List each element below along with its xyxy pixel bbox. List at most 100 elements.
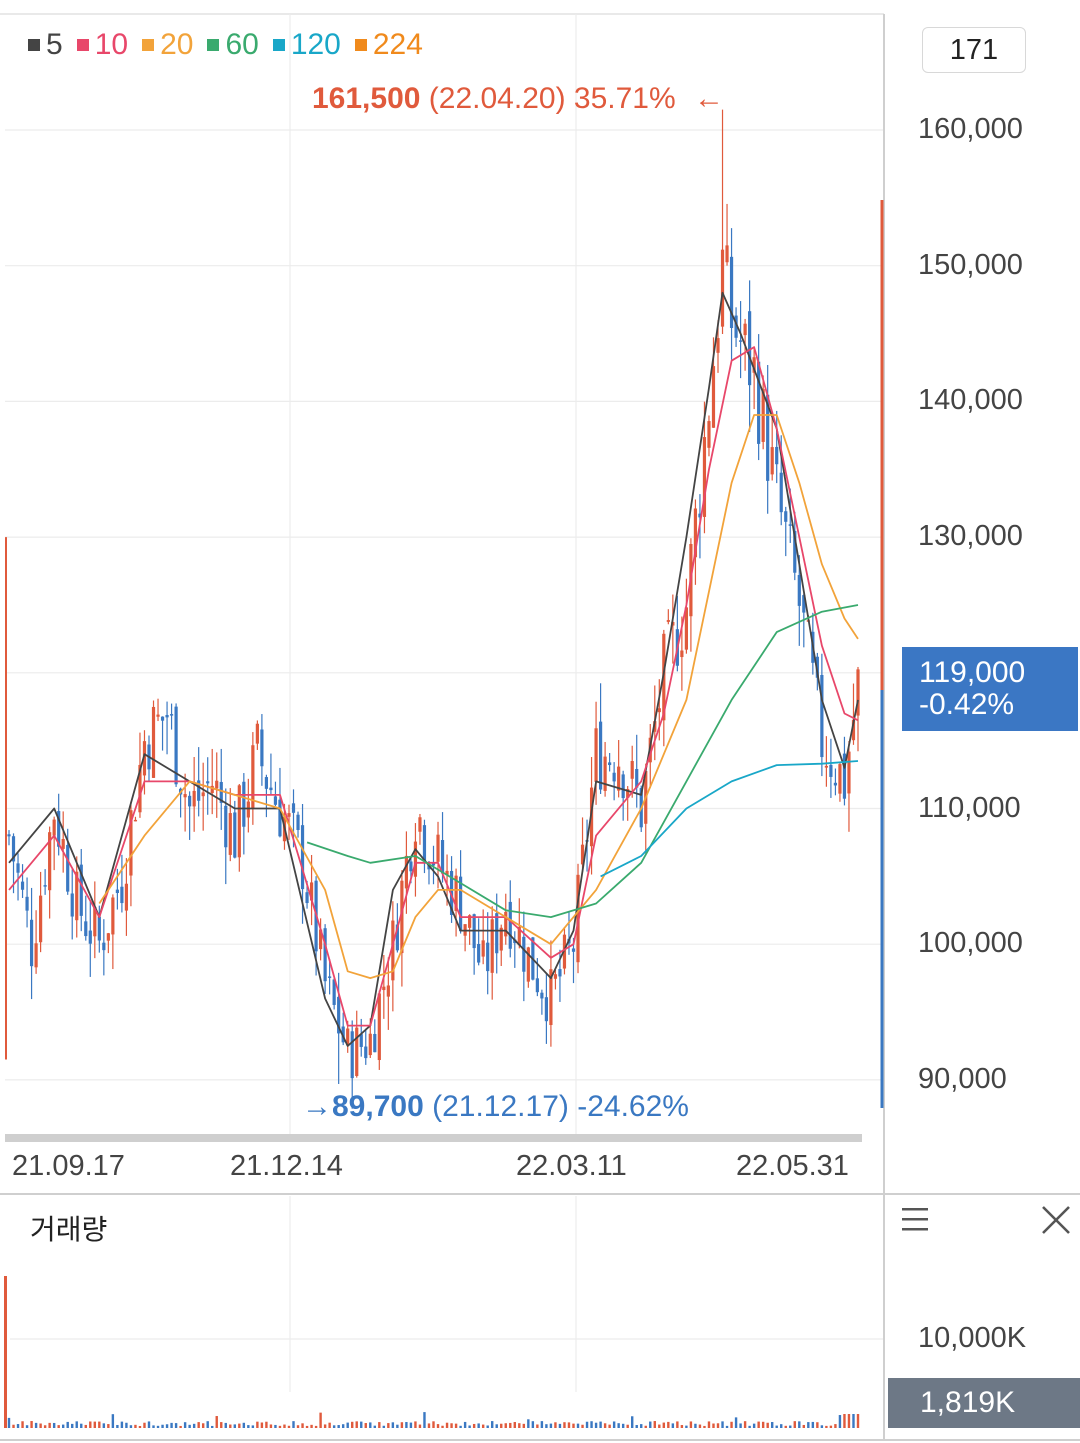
volume-bar xyxy=(712,1423,715,1428)
volume-bar xyxy=(662,1422,666,1428)
candle-body xyxy=(328,976,332,978)
volume-bar xyxy=(355,1421,358,1428)
candle-body xyxy=(748,311,752,386)
legend-swatch-icon xyxy=(142,39,155,51)
volume-bar xyxy=(116,1424,119,1428)
candle-body xyxy=(120,886,124,904)
volume-bar xyxy=(653,1421,656,1428)
candle-body xyxy=(495,913,499,954)
candle-body xyxy=(707,421,711,448)
volume-bar xyxy=(305,1425,309,1428)
volume-bar xyxy=(378,1422,381,1428)
current-price: 119,000 xyxy=(919,656,1026,689)
volume-bar xyxy=(351,1421,354,1428)
volume-bar xyxy=(183,1422,187,1428)
candle-body xyxy=(458,876,463,932)
candle-body xyxy=(553,974,558,979)
candle-body xyxy=(251,745,255,809)
y-tick-label: 150,000 xyxy=(918,248,1023,281)
volume-bar xyxy=(644,1425,647,1428)
volume-bar xyxy=(834,1424,837,1428)
legend-swatch-icon xyxy=(76,39,89,51)
candle-body xyxy=(273,796,278,805)
candle-body xyxy=(319,929,323,950)
candle-body xyxy=(666,620,670,622)
horizontal-scrollbar xyxy=(5,1134,862,1142)
volume-title: 거래량 xyxy=(30,1214,108,1245)
menu-icon[interactable] xyxy=(898,1204,934,1236)
volume-bar xyxy=(491,1421,494,1428)
candle-body xyxy=(468,915,472,928)
volume-bar xyxy=(192,1423,196,1428)
candle-body xyxy=(287,813,291,817)
current-change: -0.42% xyxy=(919,688,1015,721)
candle-body xyxy=(436,834,440,862)
candle-body xyxy=(693,508,698,558)
candle-body xyxy=(499,927,503,951)
volume-bar xyxy=(296,1425,300,1428)
candle-body xyxy=(291,803,296,813)
candle-body xyxy=(558,969,562,977)
volume-bar xyxy=(594,1422,598,1428)
volume-bar xyxy=(369,1422,372,1428)
candle-body xyxy=(61,839,65,849)
high-arrow-icon: ← xyxy=(694,82,724,115)
candle-body xyxy=(269,787,273,791)
moving-averages xyxy=(8,291,859,1047)
candle-body xyxy=(540,992,544,999)
candle-body xyxy=(784,511,788,522)
period-selector[interactable]: 171 xyxy=(922,27,1026,73)
volume-bar xyxy=(89,1421,92,1428)
volume-bar xyxy=(247,1425,250,1428)
candle-body xyxy=(382,986,386,991)
volume-bar xyxy=(66,1421,69,1428)
volume-bar xyxy=(337,1425,340,1428)
volume-bar xyxy=(414,1421,417,1428)
candle-body xyxy=(66,844,70,892)
candle-body xyxy=(598,721,603,790)
low-price: 89,700 xyxy=(332,1090,424,1123)
candle-body xyxy=(504,911,508,937)
close-icon[interactable] xyxy=(1038,1202,1074,1238)
candle-body xyxy=(766,394,770,481)
candle-body xyxy=(260,729,264,767)
x-tick-label: 21.12.14 xyxy=(230,1150,343,1182)
candle-body xyxy=(197,780,201,801)
volume-bar xyxy=(43,1425,47,1428)
volume-bar xyxy=(179,1425,182,1428)
y-tick-label: 160,000 xyxy=(918,113,1023,145)
volume-bar xyxy=(775,1425,778,1428)
volume-bar xyxy=(816,1422,819,1428)
candle-body xyxy=(684,607,688,650)
candle-body xyxy=(743,323,747,336)
volume-bar xyxy=(391,1422,395,1428)
candle-body xyxy=(445,870,449,875)
volume-bar xyxy=(111,1414,115,1428)
volume-bar xyxy=(143,1422,146,1428)
volume-bar xyxy=(441,1425,444,1428)
volume-bar xyxy=(545,1424,548,1428)
volume-bar xyxy=(93,1421,97,1428)
candle-body xyxy=(481,940,485,957)
candle-body xyxy=(729,256,734,328)
candle-body xyxy=(775,446,779,465)
candle-body xyxy=(716,338,720,353)
candle-body xyxy=(337,996,341,1034)
volume-bar xyxy=(599,1421,602,1428)
volume-bar xyxy=(838,1415,842,1428)
volume-bar xyxy=(134,1424,137,1428)
candle-body xyxy=(517,926,521,946)
volume-bar xyxy=(278,1425,282,1428)
volume-bar xyxy=(80,1423,83,1428)
volume-bar xyxy=(481,1424,485,1428)
candle-body xyxy=(246,801,250,818)
legend-label: 10 xyxy=(94,28,129,61)
volume-bar xyxy=(825,1425,828,1428)
volume-bar xyxy=(405,1422,408,1428)
volume-bar xyxy=(120,1421,124,1428)
candle-body xyxy=(237,785,241,858)
candle-body xyxy=(355,1027,359,1076)
candle-body xyxy=(851,719,856,741)
candle-body xyxy=(138,764,142,813)
volume-bar xyxy=(635,1424,638,1428)
